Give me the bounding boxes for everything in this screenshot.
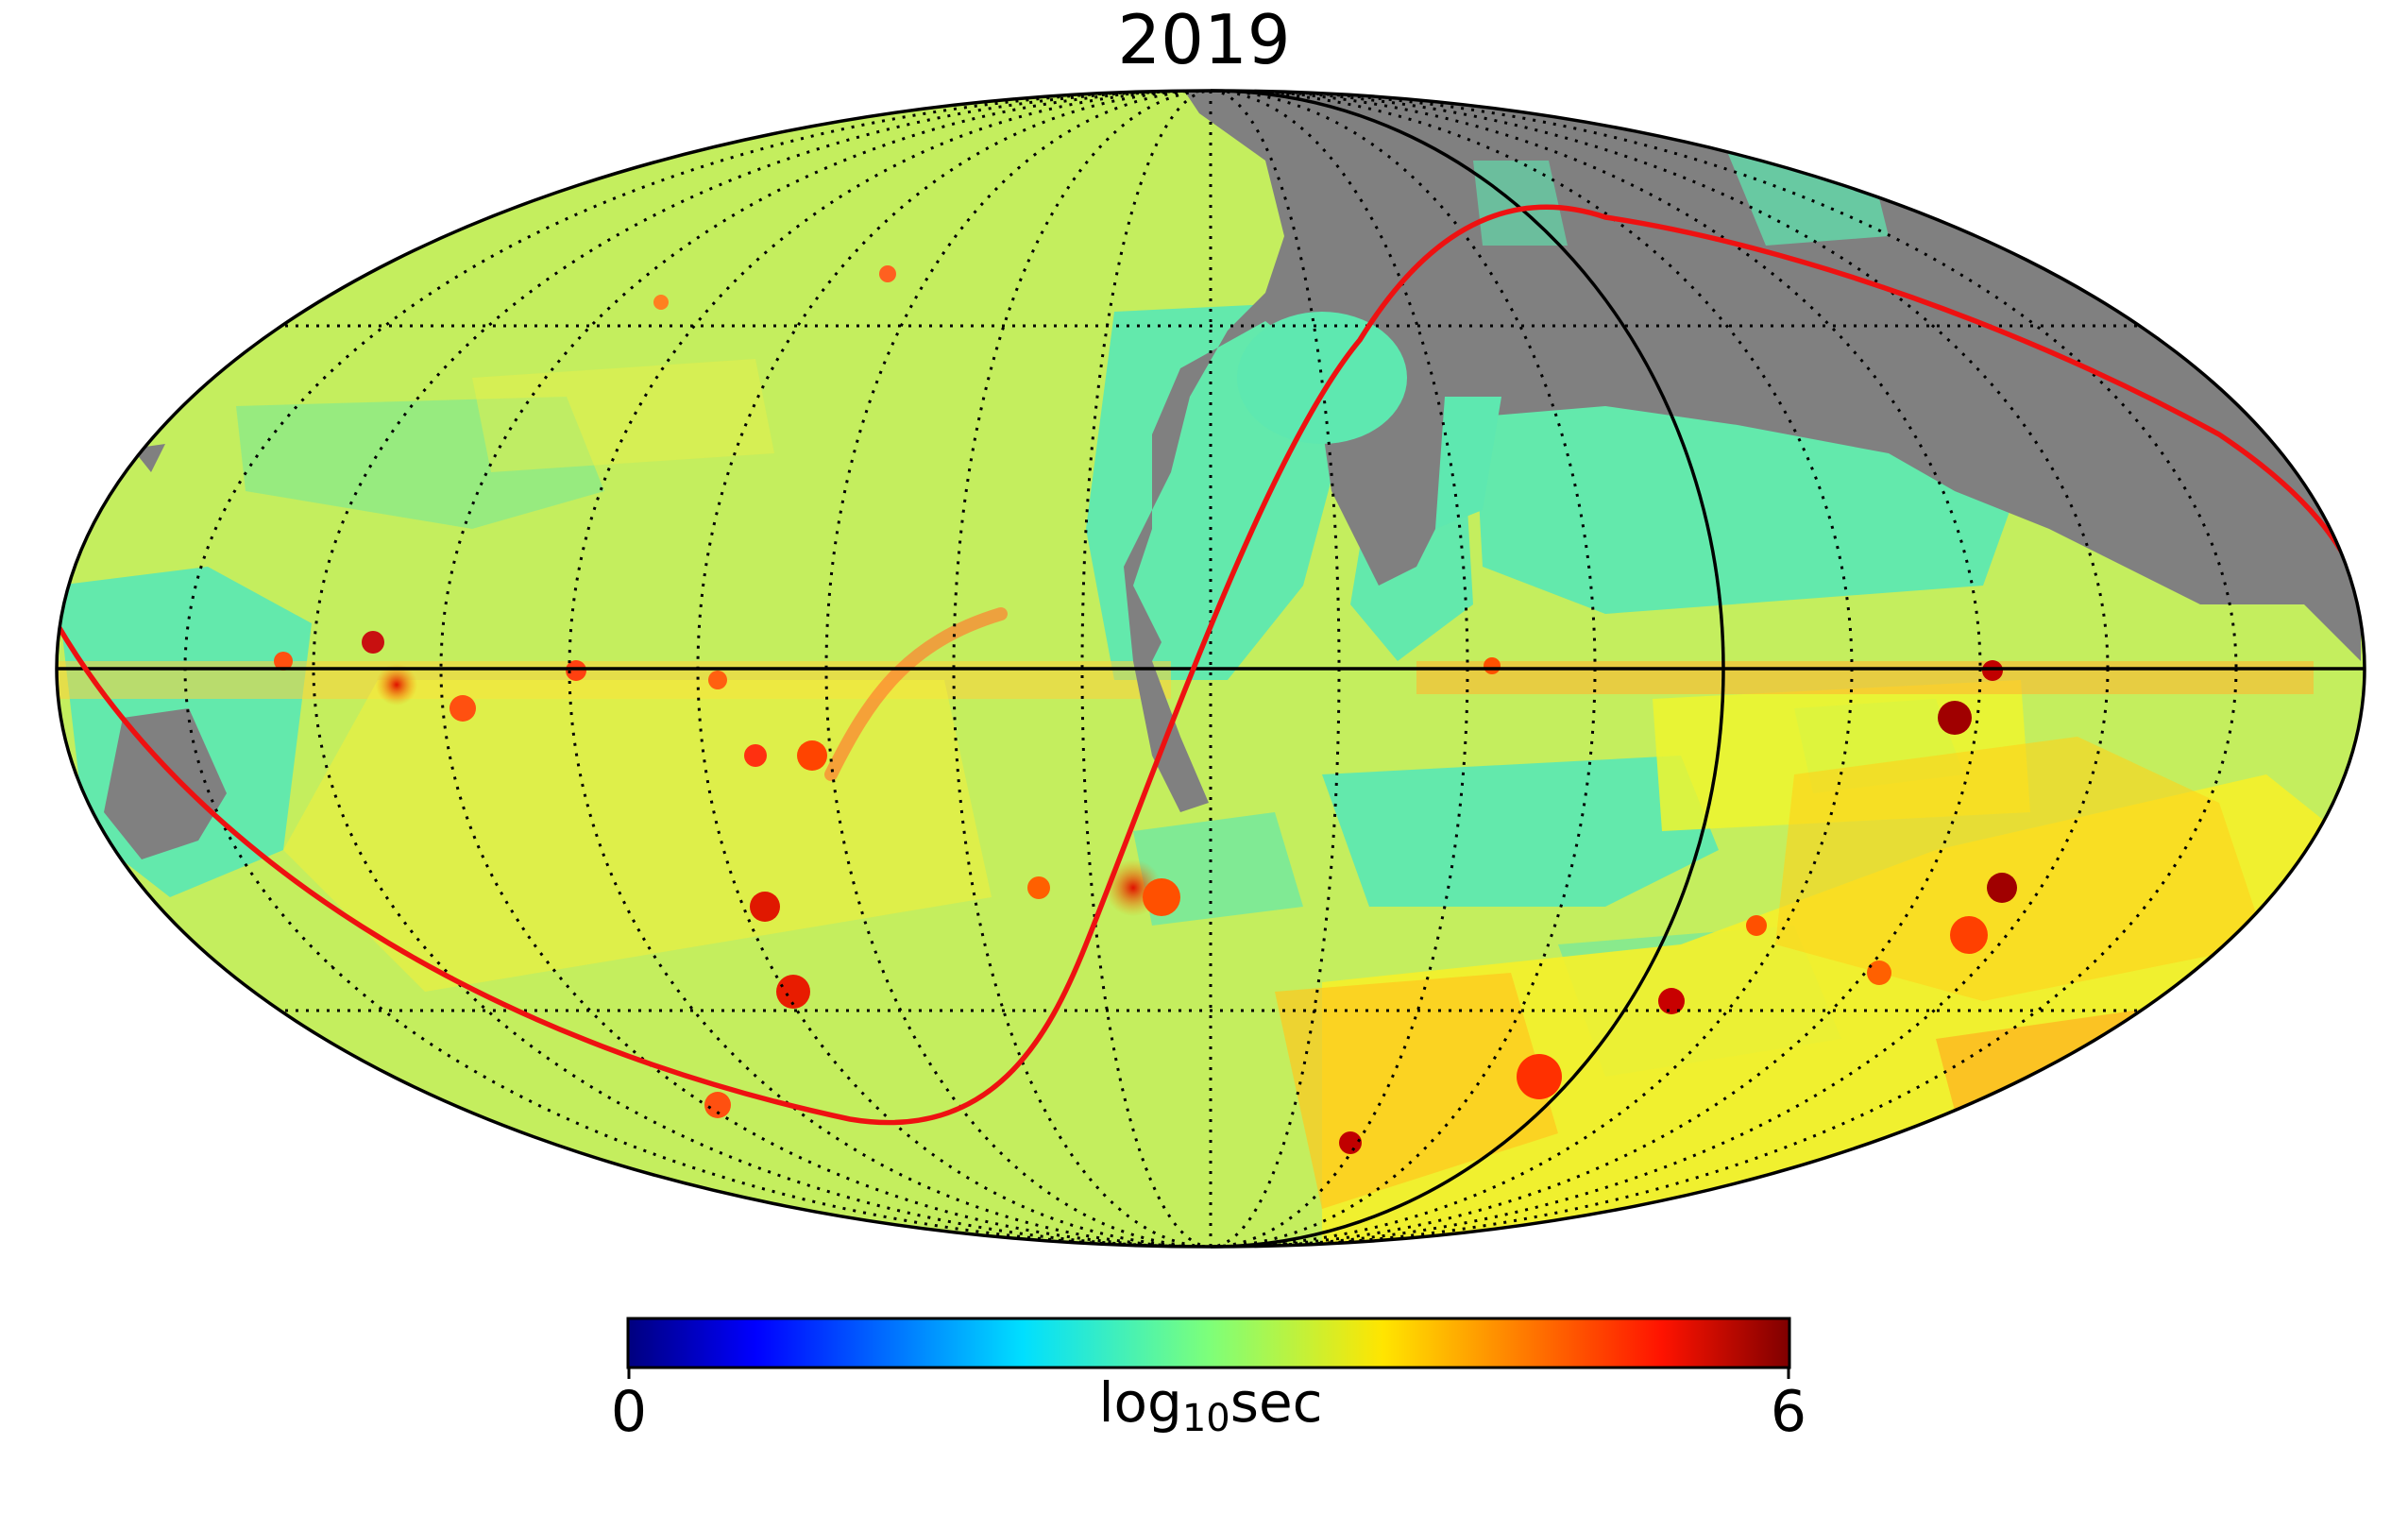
map-outline (55, 89, 2366, 1249)
colorbar-max-label: 6 (1770, 1379, 1807, 1445)
ecliptic-line (57, 204, 2365, 1126)
colorbar-label: log10sec (1098, 1369, 1322, 1452)
colorbar-min-label: 0 (610, 1379, 648, 1445)
colorbar-label-unit: sec (1229, 1370, 1323, 1435)
hot-spots (274, 265, 2017, 1165)
solid-meridian-line (1210, 89, 1725, 1249)
colorbar (626, 1317, 1791, 1369)
colorbar-label-sub: 10 (1181, 1397, 1230, 1440)
map-title: 2019 (1117, 0, 1291, 79)
streak (824, 607, 1008, 781)
colorbar-label-base: log (1098, 1370, 1182, 1435)
